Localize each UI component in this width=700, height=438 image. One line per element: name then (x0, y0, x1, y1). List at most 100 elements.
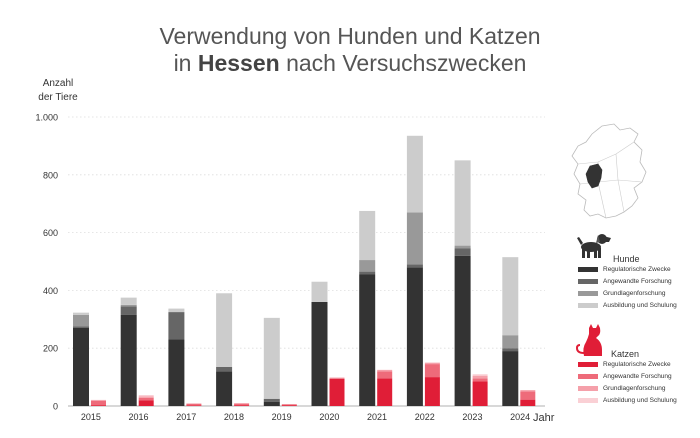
bar-katzen-3-2017 (186, 403, 202, 404)
x-axis-label: Jahr (533, 412, 555, 424)
bar-katzen-4-2020 (329, 377, 345, 379)
bar-hunde-3-2015 (73, 314, 89, 327)
legend-item-hunde-1: Regulatorische Zwecke (578, 266, 671, 273)
legend-label: Grundlagenforschung (603, 385, 666, 392)
legend-swatch (578, 303, 598, 308)
bar-katzen-3-2021 (377, 369, 393, 372)
x-tick-label: 2024 (510, 412, 530, 422)
y-tick-label: 0 (53, 402, 58, 412)
x-tick-label: 2015 (81, 412, 101, 422)
bar-katzen-2-2024 (520, 391, 536, 400)
bar-katzen-1-2023 (472, 381, 488, 406)
legend-item-hunde-2: Angewandte Forschung (578, 278, 672, 285)
chart-title-line2: in Hessen nach Versuchszwecken (0, 49, 700, 77)
bar-katzen-1-2016 (138, 400, 154, 406)
bar-katzen-2-2015 (91, 400, 106, 406)
bar-hunde-2-2016 (120, 306, 137, 315)
bar-hunde-4-2024 (502, 257, 519, 336)
bar-hunde-2-2018 (216, 366, 233, 372)
bar-katzen-4-2016 (138, 395, 154, 397)
legend-swatch (578, 398, 598, 403)
germany-outline (571, 123, 647, 219)
bar-katzen-1-2021 (377, 378, 393, 406)
legend-hunde-title: Hunde (613, 254, 640, 264)
bar-hunde-4-2015 (73, 312, 89, 315)
bar-hunde-2-2022 (406, 264, 423, 268)
hessen-highlight (585, 163, 603, 189)
bar-hunde-4-2020 (311, 281, 328, 302)
bar-hunde-3-2022 (406, 212, 423, 265)
legend-label: Angewandte Forschung (603, 373, 672, 380)
legend-swatch (578, 386, 598, 391)
bar-katzen-2-2022 (424, 364, 440, 378)
bar-katzen-2-2017 (186, 403, 202, 406)
bar-hunde-1-2023 (454, 255, 471, 406)
bar-hunde-4-2016 (120, 297, 137, 305)
legend-label: Regulatorische Zwecke (603, 266, 671, 273)
germany-map (571, 123, 647, 219)
legend-item-katzen-3: Grundlagenforschung (578, 385, 666, 392)
title-prefix: in (173, 50, 198, 76)
bar-hunde-2-2019 (263, 398, 280, 402)
bar-hunde-1-2020 (311, 301, 328, 406)
legend-label: Ausbildung und Schulung (603, 302, 677, 309)
bar-katzen-3-2015 (91, 399, 106, 401)
legend-item-katzen-1: Regulatorische Zwecke (578, 361, 671, 368)
bar-katzen-3-2016 (138, 396, 154, 398)
x-tick-label: 2017 (176, 412, 196, 422)
bar-hunde-3-2016 (120, 304, 137, 307)
bar-hunde-3-2024 (502, 335, 519, 349)
bar-katzen-1-2022 (424, 377, 440, 406)
x-tick-label: 2023 (462, 412, 482, 422)
legend-swatch (578, 279, 598, 284)
bar-katzen-2-2019 (281, 404, 297, 406)
y-axis-label-line1: Anzahl (43, 78, 74, 89)
legend-swatch (578, 267, 598, 272)
legend-item-hunde-4: Ausbildung und Schulung (578, 302, 677, 309)
bar-hunde-3-2023 (454, 245, 471, 249)
bar-katzen-3-2018 (234, 403, 250, 404)
y-tick-label: 800 (43, 170, 58, 180)
legend-item-katzen-2: Angewandte Forschung (578, 373, 672, 380)
bar-katzen-2-2018 (234, 403, 250, 406)
bar-katzen-1-2017 (186, 405, 202, 406)
legend-katzen-title: Katzen (611, 349, 640, 359)
bar-hunde-3-2021 (359, 260, 376, 272)
bar-hunde-1-2018 (216, 371, 233, 406)
bar-hunde-1-2015 (73, 327, 89, 406)
bar-hunde-2-2023 (454, 248, 471, 256)
bar-hunde-4-2018 (216, 293, 233, 367)
bar-katzen-3-2023 (472, 375, 488, 379)
legend-label: Ausbildung und Schulung (603, 397, 677, 404)
chart-title-line1: Verwendung von Hunden und Katzen (159, 23, 541, 49)
x-tick-label: 2020 (319, 412, 339, 422)
bar-hunde-1-2022 (406, 267, 423, 406)
bar-hunde-1-2019 (263, 401, 280, 406)
legend-item-katzen-4: Ausbildung und Schulung (578, 397, 677, 404)
x-tick-label: 2016 (129, 412, 149, 422)
bar-hunde-4-2022 (406, 135, 423, 213)
bar-katzen-1-2019 (281, 405, 297, 406)
bar-katzen-3-2024 (520, 390, 536, 392)
legend-label: Angewandte Forschung (603, 278, 672, 285)
bar-hunde-2-2017 (168, 312, 185, 340)
bar-katzen-2-2021 (377, 371, 393, 379)
x-tick-label: 2022 (415, 412, 435, 422)
dog-icon (577, 234, 611, 258)
x-tick-label: 2018 (224, 412, 244, 422)
y-tick-label: 200 (43, 344, 58, 354)
legend-swatch (578, 362, 598, 367)
bar-katzen-1-2020 (329, 378, 345, 406)
bar-katzen-3-2022 (424, 362, 440, 365)
bar-katzen-1-2015 (91, 405, 106, 406)
title-suffix: nach Versuchszwecken (279, 50, 527, 76)
y-tick-label: 1.000 (35, 113, 58, 123)
x-tick-label: 2021 (367, 412, 387, 422)
bar-hunde-1-2021 (359, 274, 376, 406)
bar-hunde-2-2024 (502, 348, 519, 352)
bar-hunde-4-2017 (168, 308, 185, 313)
bar-hunde-2-2015 (73, 326, 89, 328)
legend-swatch (578, 374, 598, 379)
bar-hunde-4-2021 (359, 210, 376, 261)
bar-hunde-4-2023 (454, 160, 471, 246)
